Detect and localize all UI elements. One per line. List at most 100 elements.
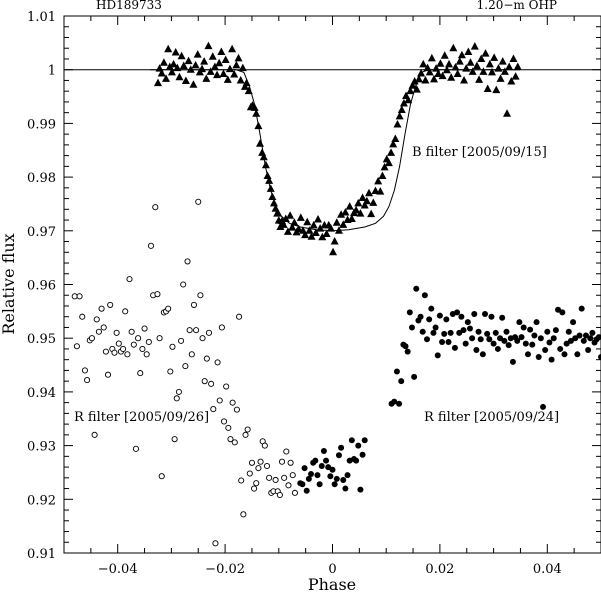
filled-circle-point [329,466,336,473]
filled-circle-point [574,351,581,358]
triangle-point [186,65,195,73]
triangle-point [173,63,182,72]
open-circle-point [231,439,238,446]
filled-circle-point [589,329,596,336]
open-circle-point [122,308,129,315]
triangle-point [393,119,402,128]
filled-circle-point [514,337,521,344]
filled-circle-point [555,306,562,313]
filled-circle-point [301,465,308,472]
open-circle-point [244,426,251,433]
x-tick-label: −0.04 [98,562,138,577]
filled-circle-point [484,330,491,337]
triangle-point [389,139,398,148]
triangle-point [466,58,475,66]
filled-circle-point [582,332,589,339]
open-circle-point [283,448,290,455]
filled-circle-point [477,336,484,343]
triangle-point [477,54,486,62]
triangle-point [191,60,200,69]
filled-circle-point [537,335,544,342]
filled-circle-point [439,338,446,345]
filled-circle-point [417,313,424,320]
triangle-point [374,176,383,185]
filled-circle-point [516,319,523,326]
triangle-point [451,63,460,71]
triangle-point [481,49,490,57]
filled-circle-point [393,368,400,375]
triangle-point [419,59,428,68]
triangle-point [273,209,282,217]
filled-circle-point [327,473,334,480]
filled-circle-point [411,373,418,380]
triangle-point [395,111,404,120]
open-circle-point [165,305,172,312]
filled-circle-point [479,351,486,358]
filled-circle-point [565,328,572,335]
triangle-point [468,67,477,75]
triangle-point [221,55,230,64]
filled-circle-point [424,336,431,343]
open-circle-point [91,431,98,438]
triangle-point [311,228,320,236]
triangle-point [352,205,361,214]
filled-circle-point [580,337,587,344]
filled-circle-point [572,335,579,342]
triangle-point [365,188,374,197]
triangle-point [492,85,501,94]
triangle-point [354,198,363,207]
open-circle-point [113,329,120,336]
triangle-point [470,42,479,50]
filled-circle-point [308,471,315,478]
triangle-point [219,69,228,77]
triangle-point [438,71,447,80]
triangle-point [513,62,522,71]
triangle-point [184,56,193,65]
triangle-point [232,60,241,69]
triangle-point [434,69,443,77]
filled-circle-point [428,305,435,312]
triangle-point [261,160,270,169]
open-circle-point [193,327,200,334]
filled-circle-point [552,327,559,334]
filled-circle-point [503,328,510,335]
open-circle-point [186,327,193,334]
open-circle-point [257,458,264,465]
triangle-point [269,198,278,207]
triangle-point [296,213,305,221]
triangle-point [369,198,378,206]
x-tick-label: 0 [328,562,336,577]
triangle-point [410,77,419,85]
triangle-point [169,59,178,68]
triangle-point [230,70,239,78]
triangle-point [453,69,462,77]
filled-circle-point [447,329,454,336]
triangle-point [189,80,198,88]
triangle-point [464,47,473,55]
filled-circle-point [585,347,592,354]
triangle-point [250,103,259,111]
triangle-point [252,109,261,117]
triangle-point [376,187,385,195]
filled-circle-point [546,339,553,346]
open-circle-point [104,371,112,378]
open-circle-point [248,459,255,466]
filled-circle-point [299,481,306,488]
triangle-point [496,74,505,82]
triangle-point [167,67,176,76]
open-circle-point [143,351,150,358]
triangle-point [479,67,488,75]
open-circle-point [175,388,182,395]
b-filter-annotation: B filter [2005/09/15] [412,145,547,160]
x-tick-label: 0.04 [533,562,562,577]
filled-circle-point [359,451,366,458]
filled-circle-point [456,329,463,336]
filled-circle-point [490,340,497,347]
open-circle-point [227,436,234,443]
filled-circle-point [325,464,332,471]
filled-circle-point [567,337,574,344]
triangle-point [204,41,213,50]
open-circle-point [124,351,131,358]
triangle-point [265,176,274,184]
triangle-point [217,47,226,55]
